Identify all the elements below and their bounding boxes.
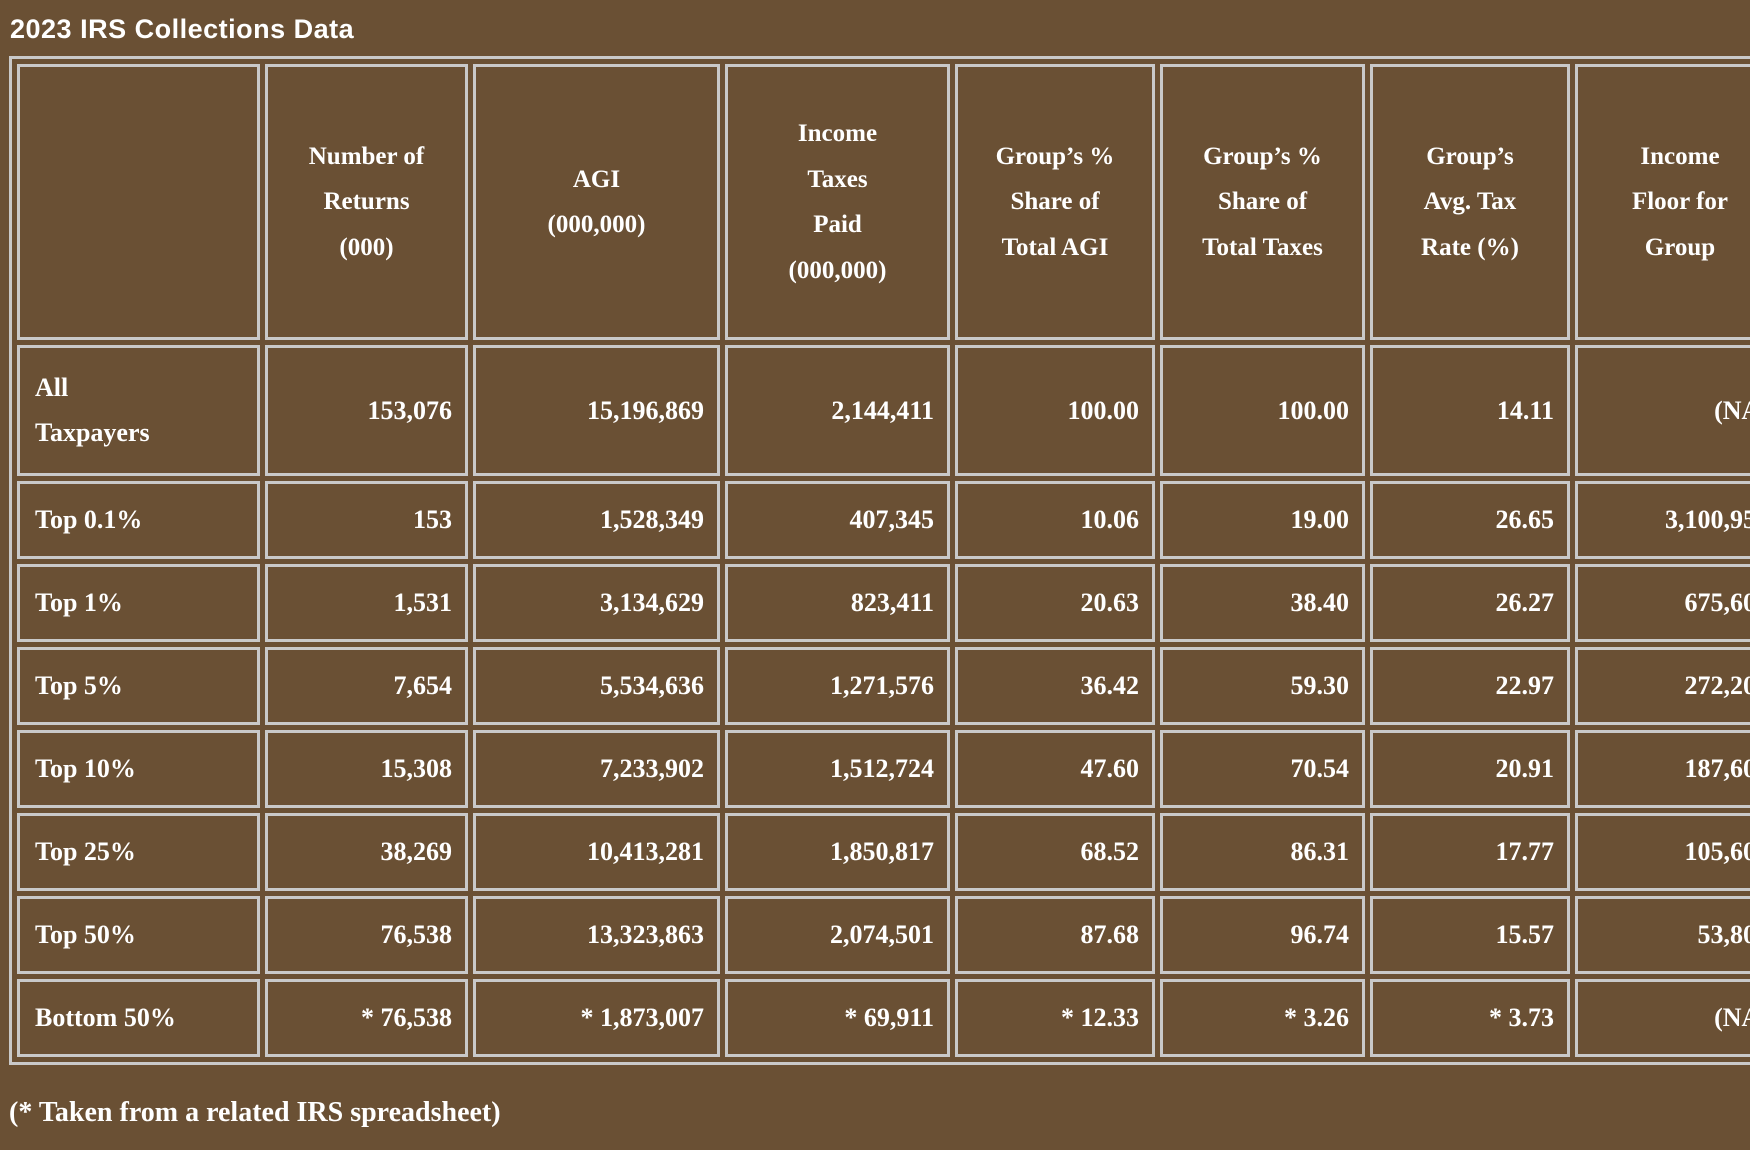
cell-share-taxes: 38.40 [1160,564,1365,642]
page-title: 2023 IRS Collections Data [10,14,355,44]
header-share-total-taxes: Group’s % Share of Total Taxes [1160,64,1365,340]
cell-agi: 1,528,349 [473,481,720,559]
row-bottom-50-pct: Bottom 50% * 76,538 * 1,873,007 * 69,911… [17,979,1750,1057]
cell-returns: 76,538 [265,896,468,974]
cell-avg-rate: 26.27 [1370,564,1570,642]
cell-share-taxes: 70.54 [1160,730,1365,808]
row-all-taxpayers: All Taxpayers 153,076 15,196,869 2,144,4… [17,345,1750,476]
cell-income-floor: 105,604 [1575,813,1750,891]
row-top-1-pct: Top 1% 1,531 3,134,629 823,411 20.63 38.… [17,564,1750,642]
row-label: Top 10% [17,730,260,808]
cell-taxes-paid: 1,512,724 [725,730,950,808]
cell-share-taxes: 96.74 [1160,896,1365,974]
cell-share-agi: 87.68 [955,896,1155,974]
cell-agi: 3,134,629 [473,564,720,642]
cell-share-agi: 20.63 [955,564,1155,642]
cell-returns: * 76,538 [265,979,468,1057]
cell-income-floor: 675,602 [1575,564,1750,642]
cell-taxes-paid: 407,345 [725,481,950,559]
row-label: All Taxpayers [17,345,260,476]
header-agi: AGI (000,000) [473,64,720,340]
cell-agi: * 1,873,007 [473,979,720,1057]
cell-returns: 153 [265,481,468,559]
header-income-floor: Income Floor for Group [1575,64,1750,340]
cell-income-floor: 187,608 [1575,730,1750,808]
cell-share-taxes: 86.31 [1160,813,1365,891]
cell-taxes-paid: 1,271,576 [725,647,950,725]
cell-returns: 153,076 [265,345,468,476]
cell-share-taxes: 19.00 [1160,481,1365,559]
row-top-0-1-pct: Top 0.1% 153 1,528,349 407,345 10.06 19.… [17,481,1750,559]
cell-avg-rate: 20.91 [1370,730,1570,808]
cell-share-agi: 68.52 [955,813,1155,891]
cell-income-floor: (NA) [1575,345,1750,476]
header-share-total-agi: Group’s % Share of Total AGI [955,64,1155,340]
cell-income-floor: 53,801 [1575,896,1750,974]
cell-taxes-paid: 2,144,411 [725,345,950,476]
cell-agi: 7,233,902 [473,730,720,808]
cell-taxes-paid: * 69,911 [725,979,950,1057]
row-label: Top 5% [17,647,260,725]
cell-avg-rate: 26.65 [1370,481,1570,559]
cell-share-agi: 10.06 [955,481,1155,559]
cell-share-taxes: * 3.26 [1160,979,1365,1057]
cell-share-agi: 100.00 [955,345,1155,476]
cell-taxes-paid: 823,411 [725,564,950,642]
row-top-25-pct: Top 25% 38,269 10,413,281 1,850,817 68.5… [17,813,1750,891]
row-top-10-pct: Top 10% 15,308 7,233,902 1,512,724 47.60… [17,730,1750,808]
cell-income-floor: 3,100,950 [1575,481,1750,559]
row-label: Bottom 50% [17,979,260,1057]
cell-agi: 10,413,281 [473,813,720,891]
cell-income-floor: 272,209 [1575,647,1750,725]
cell-share-agi: 36.42 [955,647,1155,725]
row-top-5-pct: Top 5% 7,654 5,534,636 1,271,576 36.42 5… [17,647,1750,725]
header-row: Number of Returns (000) AGI (000,000) In… [17,64,1750,340]
header-number-of-returns: Number of Returns (000) [265,64,468,340]
cell-returns: 1,531 [265,564,468,642]
cell-share-agi: * 12.33 [955,979,1155,1057]
header-group-label [17,64,260,340]
cell-avg-rate: 22.97 [1370,647,1570,725]
cell-avg-rate: 17.77 [1370,813,1570,891]
cell-returns: 38,269 [265,813,468,891]
header-income-taxes-paid: Income Taxes Paid (000,000) [725,64,950,340]
row-label: Top 25% [17,813,260,891]
cell-share-taxes: 100.00 [1160,345,1365,476]
cell-returns: 15,308 [265,730,468,808]
cell-returns: 7,654 [265,647,468,725]
cell-avg-rate: * 3.73 [1370,979,1570,1057]
cell-agi: 15,196,869 [473,345,720,476]
cell-agi: 5,534,636 [473,647,720,725]
cell-share-agi: 47.60 [955,730,1155,808]
cell-avg-rate: 14.11 [1370,345,1570,476]
irs-collections-table: Number of Returns (000) AGI (000,000) In… [9,56,1750,1065]
row-label: Top 50% [17,896,260,974]
header-avg-tax-rate: Group’s Avg. Tax Rate (%) [1370,64,1570,340]
cell-taxes-paid: 1,850,817 [725,813,950,891]
cell-taxes-paid: 2,074,501 [725,896,950,974]
row-label: Top 0.1% [17,481,260,559]
page: 2023 IRS Collections Data Number of Retu… [0,14,1750,1129]
footnote: (* Taken from a related IRS spreadsheet) [9,1097,501,1128]
cell-avg-rate: 15.57 [1370,896,1570,974]
row-top-50-pct: Top 50% 76,538 13,323,863 2,074,501 87.6… [17,896,1750,974]
row-label: Top 1% [17,564,260,642]
cell-agi: 13,323,863 [473,896,720,974]
cell-share-taxes: 59.30 [1160,647,1365,725]
cell-income-floor: (NA) [1575,979,1750,1057]
